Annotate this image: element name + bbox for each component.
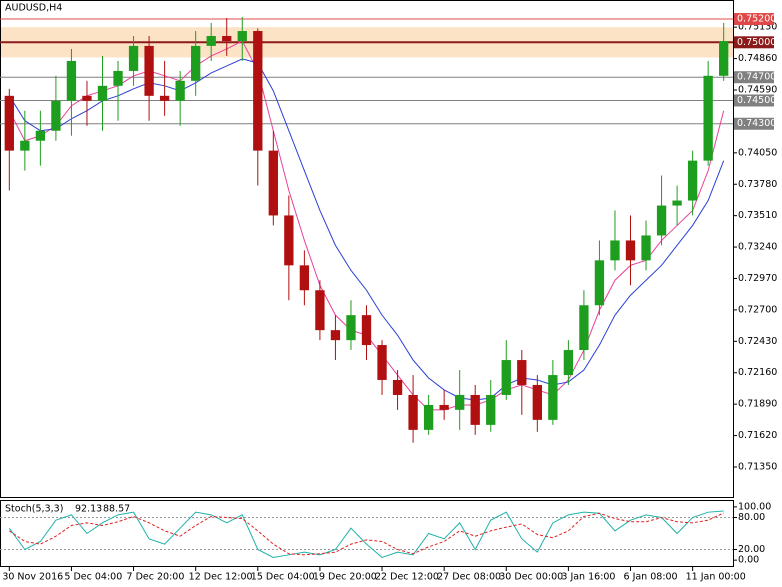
y-tick-label: 0.74860 xyxy=(738,53,777,64)
chart-title: AUDUSD,H4 xyxy=(5,3,62,14)
level-label: 0.75200 xyxy=(737,14,776,25)
candle-body xyxy=(113,70,123,86)
x-tick-label: 22 Dec 12:00 xyxy=(375,572,439,583)
candle-body xyxy=(97,85,108,101)
level-label-box xyxy=(734,71,774,84)
candle-body xyxy=(408,394,418,430)
candle-body xyxy=(315,290,325,331)
candle-body xyxy=(361,315,372,346)
candle-body xyxy=(330,330,341,341)
candle-body xyxy=(579,305,589,351)
candle-body xyxy=(346,315,356,341)
price-frame xyxy=(0,0,734,498)
level-label: 0.74300 xyxy=(737,118,776,129)
stoch-frame xyxy=(0,500,734,567)
candle-body xyxy=(486,394,496,425)
candle-body xyxy=(641,235,651,261)
x-tick-label: 30 Nov 2016 xyxy=(2,572,63,583)
x-tick-label: 15 Dec 04:00 xyxy=(251,572,315,583)
y-tick-label: 20.00 xyxy=(738,544,765,555)
x-tick-label: 3 Jan 16:00 xyxy=(561,572,615,583)
y-tick-label: 100.00 xyxy=(738,501,771,512)
candle-body xyxy=(20,140,30,151)
candle-body xyxy=(144,45,154,96)
candle-body xyxy=(51,100,61,131)
y-tick-label: 0.72160 xyxy=(738,367,777,378)
candle-body xyxy=(82,95,92,101)
candle-body xyxy=(4,95,14,151)
y-tick-label: 0.72430 xyxy=(738,336,777,347)
candle-body xyxy=(610,240,620,261)
candle-body xyxy=(423,404,434,430)
y-tick-label: 0.74590 xyxy=(738,85,777,96)
level-label-box xyxy=(734,117,774,130)
indicator-value: 88.57 xyxy=(103,504,130,515)
candle-body xyxy=(268,150,278,216)
candle-body xyxy=(222,36,232,42)
x-tick-label: 11 Jan 00:00 xyxy=(686,572,746,583)
x-tick-label: 6 Jan 08:00 xyxy=(624,572,678,583)
indicator-title: Stoch(5,3,3) xyxy=(5,504,63,515)
candle-body xyxy=(703,75,713,161)
y-tick-label: 0.00 xyxy=(738,555,759,566)
level-label-box xyxy=(734,94,774,107)
candle-body xyxy=(128,45,139,71)
x-tick-label: 19 Dec 20:00 xyxy=(313,572,377,583)
candle-body xyxy=(548,375,558,420)
candle-body xyxy=(455,394,465,410)
candle-body xyxy=(672,200,682,206)
candle-body xyxy=(687,160,698,201)
x-tick-label: 7 Dec 20:00 xyxy=(127,572,185,583)
x-tick-label: 27 Dec 08:00 xyxy=(437,572,501,583)
candle-body xyxy=(206,36,216,46)
candle-body xyxy=(299,265,310,291)
stoch-line xyxy=(8,510,724,559)
moving-average xyxy=(8,58,725,401)
candle-body xyxy=(284,215,294,266)
candle-body xyxy=(719,41,729,76)
candle-body xyxy=(253,31,263,151)
candle-body xyxy=(470,394,480,425)
level-label: 0.75000 xyxy=(737,37,776,48)
y-tick-label: 0.72700 xyxy=(738,304,777,315)
y-tick-label: 0.71620 xyxy=(738,430,777,441)
y-tick-label: 0.73510 xyxy=(738,210,777,221)
candle-body xyxy=(439,404,449,410)
stoch-line xyxy=(9,512,724,556)
candle-body xyxy=(594,260,605,306)
candle-body xyxy=(517,360,527,385)
x-tick-label: 30 Dec 00:00 xyxy=(499,572,563,583)
y-tick-label: 0.74050 xyxy=(738,147,777,158)
candle-body xyxy=(625,240,636,261)
candle-body xyxy=(532,384,542,420)
candle-body xyxy=(35,130,46,141)
candle-body xyxy=(159,95,170,101)
level-label: 0.74700 xyxy=(737,72,776,83)
candle-body xyxy=(237,31,247,42)
candle-body xyxy=(656,205,667,236)
y-tick-label: 0.73780 xyxy=(738,179,777,190)
level-label-box xyxy=(734,13,774,26)
level-label: 0.74500 xyxy=(737,95,776,106)
candle-body xyxy=(563,350,574,376)
x-tick-label: 12 Dec 12:00 xyxy=(189,572,253,583)
y-tick-label: 0.73240 xyxy=(738,242,777,253)
y-tick-label: 80.00 xyxy=(738,512,765,523)
y-tick-label: 0.72970 xyxy=(738,273,777,284)
candle-body xyxy=(392,379,403,395)
candle-body xyxy=(175,80,185,101)
candle-body xyxy=(377,345,387,380)
candle-body xyxy=(191,45,201,81)
y-tick-label: 0.71890 xyxy=(738,399,777,410)
level-label-box xyxy=(734,36,774,49)
y-tick-label: 0.75130 xyxy=(738,22,777,33)
candle-body xyxy=(501,360,511,395)
x-tick-label: 5 Dec 04:00 xyxy=(64,572,122,583)
candle-body xyxy=(66,60,77,101)
indicator-value: 92.13 xyxy=(75,504,102,515)
y-tick-label: 0.71350 xyxy=(738,461,777,472)
